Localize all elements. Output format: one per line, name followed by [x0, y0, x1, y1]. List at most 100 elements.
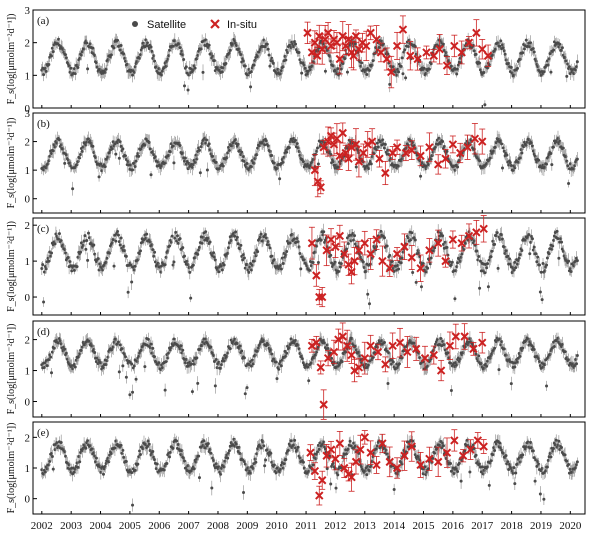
satellite-point	[222, 359, 226, 363]
satellite-series	[40, 31, 579, 110]
satellite-point	[97, 175, 101, 179]
satellite-point	[268, 246, 272, 250]
satellite-point	[518, 156, 522, 160]
satellite-point	[426, 266, 430, 270]
satellite-point	[124, 254, 128, 258]
satellite-point	[92, 243, 96, 247]
insitu-point	[387, 67, 396, 77]
satellite-point	[243, 64, 247, 68]
satellite-point	[281, 262, 285, 266]
insitu-point	[312, 271, 321, 280]
satellite-point	[366, 292, 370, 296]
satellite-point	[386, 52, 390, 56]
satellite-point	[575, 259, 579, 263]
satellite-series	[40, 330, 579, 400]
satellite-point	[397, 267, 401, 271]
satellite-point	[212, 359, 216, 363]
insitu-point	[472, 228, 481, 237]
y-axis-label: F_s(log[μmolm⁻²d⁻¹])	[6, 118, 17, 209]
satellite-point	[488, 156, 492, 160]
satellite-point	[561, 146, 565, 150]
insitu-point	[318, 44, 327, 54]
satellite-point	[196, 252, 200, 256]
y-tick-label: 0	[25, 292, 31, 304]
satellite-point	[427, 67, 431, 71]
satellite-point	[512, 268, 516, 272]
panel-c: 0 1 2 F_s(log[μmolm⁻²d⁻¹]) (c)	[6, 215, 586, 316]
satellite-point	[504, 249, 508, 253]
insitu-point	[310, 38, 320, 47]
satellite-point	[220, 268, 224, 272]
satellite-point	[193, 66, 197, 70]
satellite-point	[79, 250, 83, 254]
satellite-point	[181, 348, 185, 352]
insitu-point	[407, 145, 416, 155]
insitu-point	[416, 151, 425, 161]
insitu-point	[478, 44, 487, 54]
satellite-point	[239, 52, 243, 56]
satellite-point	[138, 249, 142, 253]
satellite-point	[152, 254, 156, 258]
satellite-point	[414, 280, 418, 284]
satellite-point	[367, 68, 371, 72]
satellite-point	[179, 344, 183, 348]
y-tick-label: 2	[25, 137, 31, 149]
satellite-point	[171, 144, 175, 148]
satellite-point	[249, 364, 253, 368]
satellite-point	[242, 356, 246, 360]
satellite-point	[114, 239, 118, 243]
satellite-point	[365, 72, 369, 76]
satellite-point	[182, 57, 186, 61]
y-tick-label: 3	[25, 5, 31, 17]
insitu-point	[372, 235, 381, 244]
satellite-point	[118, 243, 122, 247]
satellite-point	[316, 162, 320, 166]
satellite-point	[500, 142, 504, 146]
insitu-point	[441, 154, 450, 163]
insitu-point	[433, 160, 443, 169]
satellite-point	[399, 64, 403, 68]
satellite-point	[195, 356, 199, 360]
satellite-point	[242, 256, 246, 260]
satellite-point	[521, 51, 525, 55]
satellite-point	[297, 50, 301, 54]
satellite-point	[222, 263, 226, 267]
satellite-point	[157, 361, 161, 365]
satellite-point	[329, 152, 333, 156]
insitu-point	[341, 41, 350, 51]
insitu-point	[350, 256, 359, 266]
satellite-point	[496, 266, 500, 270]
satellite-point	[453, 297, 457, 301]
insitu-point	[472, 28, 481, 38]
satellite-point	[403, 48, 407, 52]
satellite-point	[422, 66, 426, 70]
insitu-point	[398, 25, 408, 34]
satellite-point	[509, 65, 513, 69]
satellite-point	[399, 261, 403, 265]
satellite-point	[311, 260, 315, 264]
satellite-point	[42, 73, 46, 77]
satellite-point	[360, 61, 364, 65]
satellite-point	[53, 242, 57, 246]
satellite-point	[337, 269, 341, 273]
satellite-point	[388, 253, 392, 257]
satellite-point	[149, 45, 153, 49]
insitu-point	[354, 157, 364, 166]
satellite-point	[197, 148, 201, 152]
satellite-point	[520, 248, 524, 252]
satellite-point	[57, 232, 61, 236]
satellite-point	[116, 233, 120, 237]
insitu-point	[322, 246, 331, 255]
satellite-point	[238, 344, 242, 348]
satellite-point	[552, 48, 556, 52]
satellite-point	[249, 165, 253, 169]
satellite-point	[528, 252, 532, 256]
satellite-point	[191, 263, 195, 267]
satellite-point	[545, 263, 549, 267]
insitu-point	[344, 154, 353, 163]
satellite-point	[287, 146, 291, 150]
satellite-point	[121, 364, 125, 368]
satellite-point	[306, 365, 310, 369]
satellite-point	[131, 168, 135, 172]
